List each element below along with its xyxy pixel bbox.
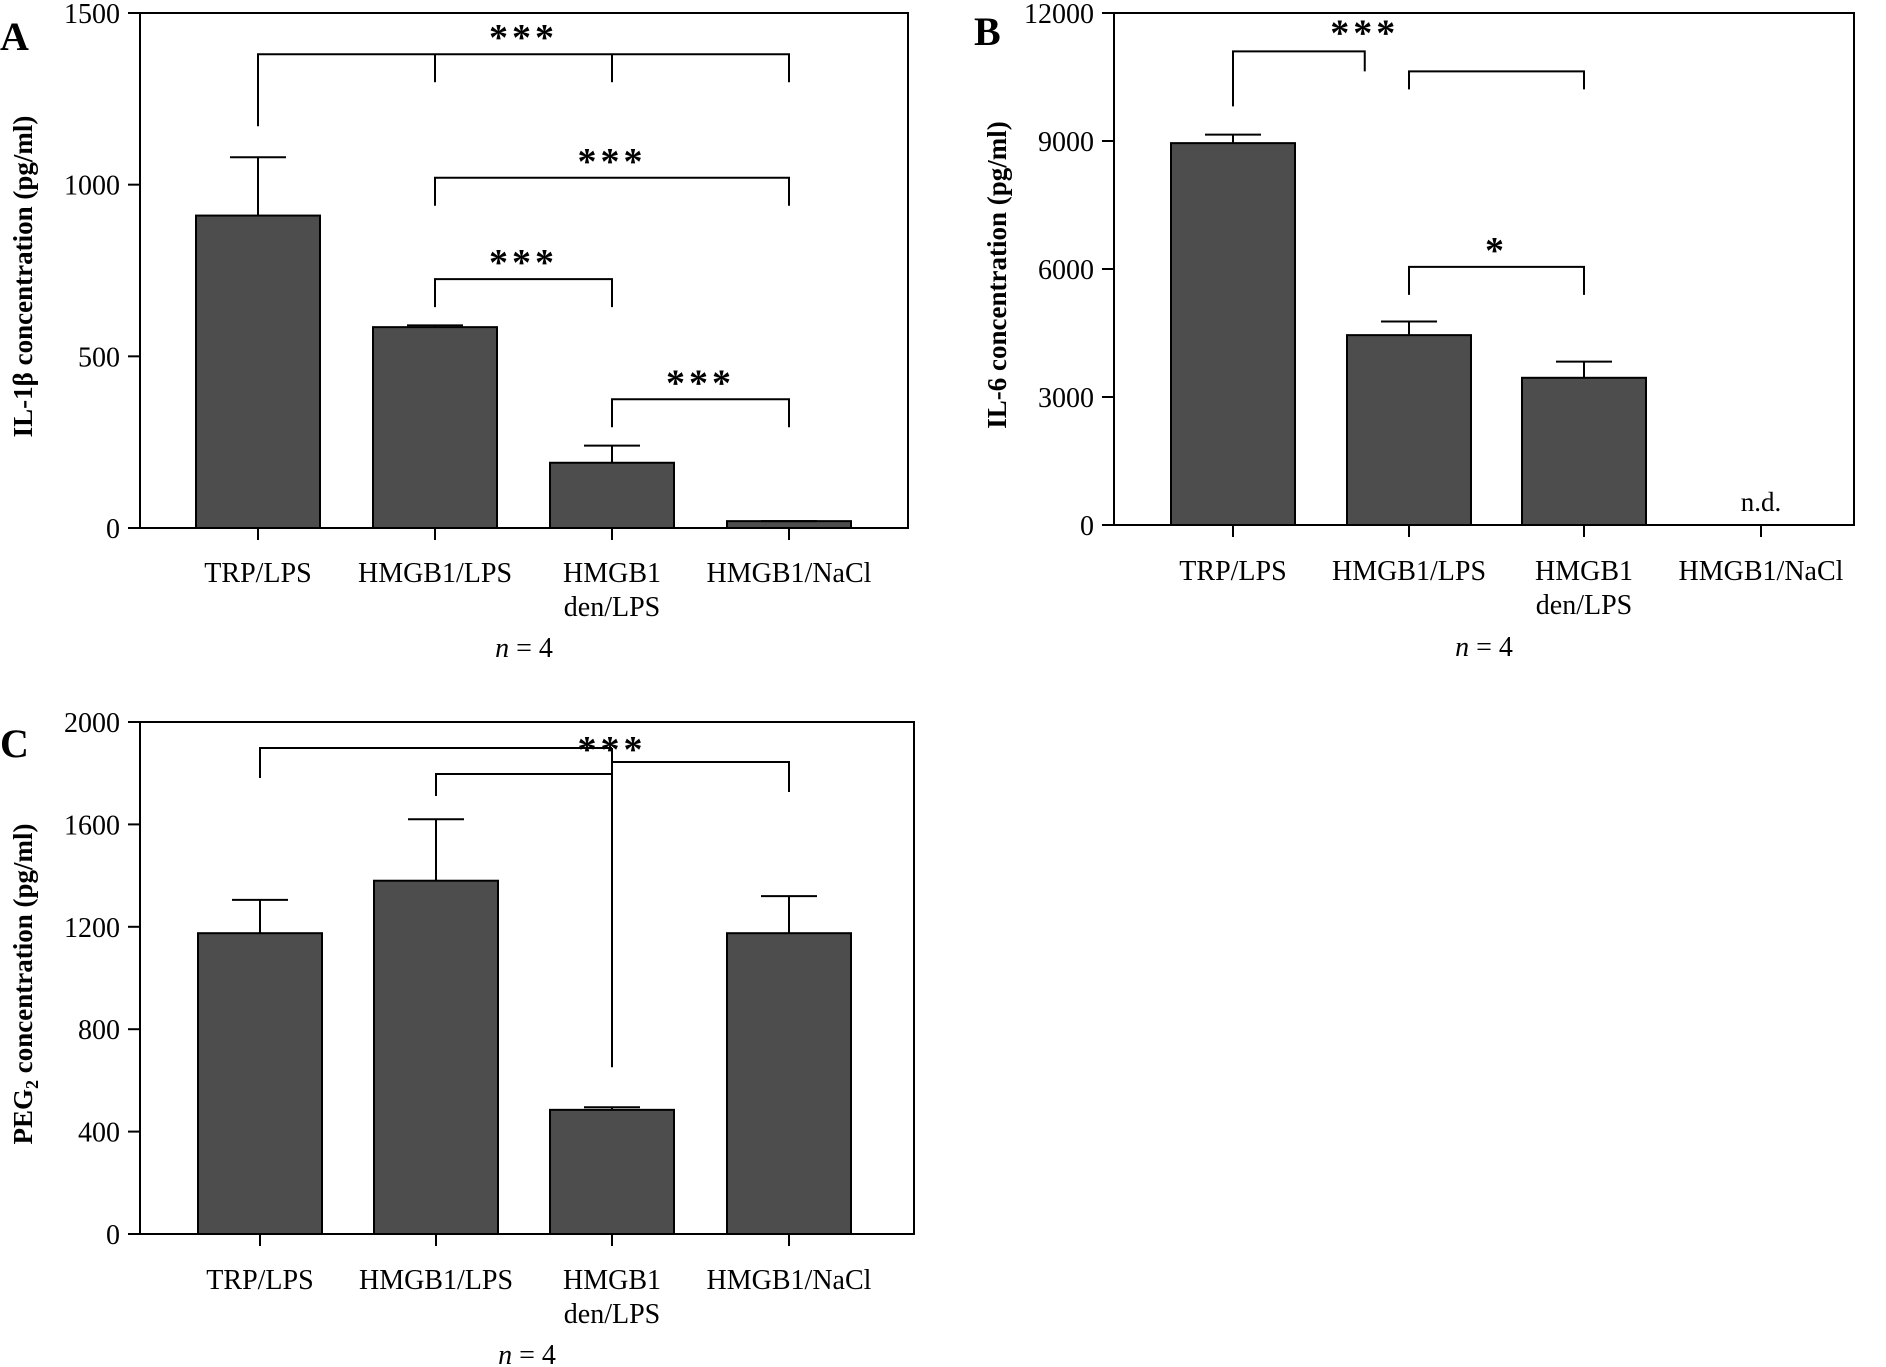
bar	[726, 520, 852, 530]
x-category-label: den/LPS	[564, 1299, 660, 1330]
significance-bracket: ***	[1232, 12, 1585, 107]
y-tick-label: 0	[106, 1220, 120, 1251]
bracket-line	[435, 773, 612, 796]
x-category-label: HMGB1/NaCl	[1679, 556, 1844, 587]
significance-stars: ***	[489, 17, 558, 59]
y-tick-label: 500	[78, 342, 120, 373]
significance-bracket: ***	[434, 141, 790, 206]
panel-b: B 0 3000 6000 9000 12000 IL-6 concentration (p…	[974, 0, 1855, 663]
x-category-label: HMGB1	[563, 558, 661, 589]
y-tick-label: 3000	[1038, 383, 1094, 414]
x-category-label: den/LPS	[564, 592, 660, 623]
bar	[372, 326, 498, 529]
x-category-label: den/LPS	[1536, 590, 1632, 621]
y-tick-label: 800	[78, 1015, 120, 1046]
bar	[1521, 376, 1647, 526]
significance-bracket: ***	[434, 242, 613, 308]
bar	[1170, 142, 1296, 526]
significance-bracket: ***	[611, 362, 790, 428]
sample-size-label: n = 4	[498, 1340, 556, 1367]
y-axis-label: IL-1β concentration (pg/ml)	[8, 116, 38, 438]
y-tick-label: 0	[106, 514, 120, 545]
sample-size-n: n	[1455, 632, 1469, 663]
bar	[195, 214, 321, 529]
significance-stars: ***	[489, 242, 558, 284]
x-category-label: HMGB1/NaCl	[707, 1265, 872, 1296]
y-tick-label: 0	[1080, 511, 1094, 542]
x-category-label: HMGB1/LPS	[1332, 556, 1486, 587]
significance-bracket: ***	[257, 17, 790, 127]
x-category-label: HMGB1/LPS	[358, 558, 512, 589]
panel-a: A 0 500 1000 1500 IL-1β concentration (pg/ml)…	[0, 0, 909, 664]
y-axis-label-main: IL-1β concentration (pg/ml)	[8, 116, 38, 438]
bar	[1346, 334, 1472, 526]
sample-size-n: n	[498, 1340, 512, 1367]
significance-bracket: *	[1408, 230, 1585, 295]
bracket-line	[612, 761, 790, 792]
significance-stars: ***	[1330, 12, 1399, 54]
bracket-line	[1408, 265, 1585, 295]
bracket-line	[434, 278, 613, 308]
panel-letter: C	[0, 721, 29, 766]
significance-stars: ***	[578, 141, 647, 183]
bar	[197, 932, 323, 1235]
y-tick-label: 9000	[1038, 127, 1094, 158]
bar	[549, 461, 675, 529]
y-axis-label-main: PEG	[8, 1089, 38, 1145]
sample-size-value: = 4	[509, 633, 553, 664]
x-category-label: HMGB1/NaCl	[707, 558, 872, 589]
y-tick-label: 6000	[1038, 255, 1094, 286]
x-category-label: TRP/LPS	[1179, 556, 1286, 587]
sample-size-value: = 4	[1469, 632, 1513, 663]
y-tick-label: 1500	[64, 0, 120, 30]
sample-size-label: n = 4	[495, 633, 553, 664]
bracket-line	[259, 747, 612, 778]
y-axis-label-main: IL-6 concentration (pg/ml)	[982, 121, 1012, 428]
x-category-label: TRP/LPS	[206, 1265, 313, 1296]
significance-stars: ***	[578, 729, 647, 771]
sample-size-label: n = 4	[1455, 632, 1513, 663]
y-tick-label: 1600	[64, 810, 120, 841]
y-axis-label-subscript: 2	[22, 1080, 42, 1089]
not-detected-label: n.d.	[1741, 487, 1782, 517]
x-category-label: TRP/LPS	[204, 558, 311, 589]
sample-size-value: = 4	[512, 1340, 556, 1367]
significance-stars: ***	[666, 362, 735, 404]
panel-letter: B	[974, 9, 1001, 54]
y-tick-label: 1000	[64, 171, 120, 202]
significance-bracket: ***	[259, 729, 790, 1068]
bracket-line	[1232, 50, 1366, 107]
y-tick-label: 12000	[1024, 0, 1094, 30]
x-category-label: HMGB1	[1535, 556, 1633, 587]
bar	[373, 879, 499, 1235]
plot-frame	[139, 12, 909, 529]
bracket-line	[257, 53, 790, 127]
bar	[549, 1108, 675, 1235]
bracket-line	[611, 398, 790, 428]
sample-size-n: n	[495, 633, 509, 664]
bar	[726, 932, 852, 1235]
plot-frame	[139, 721, 915, 1235]
panel-c: C 0 400 800 1200 1600 2000 PEG2 concentration (…	[0, 708, 915, 1367]
bracket-line	[434, 176, 790, 206]
significance-stars: *	[1485, 230, 1508, 272]
panel-letter: A	[0, 14, 29, 59]
y-tick-label: 400	[78, 1118, 120, 1149]
y-tick-label: 1200	[64, 913, 120, 944]
y-axis-label: PEG2 concentration (pg/ml)	[8, 824, 42, 1145]
x-category-label: HMGB1/LPS	[359, 1265, 513, 1296]
y-tick-label: 2000	[64, 708, 120, 739]
y-axis-label-suffix: concentration (pg/ml)	[8, 824, 38, 1080]
x-category-label: HMGB1	[563, 1265, 661, 1296]
y-axis-label: IL-6 concentration (pg/ml)	[982, 121, 1012, 428]
bracket-line	[1408, 70, 1585, 90]
